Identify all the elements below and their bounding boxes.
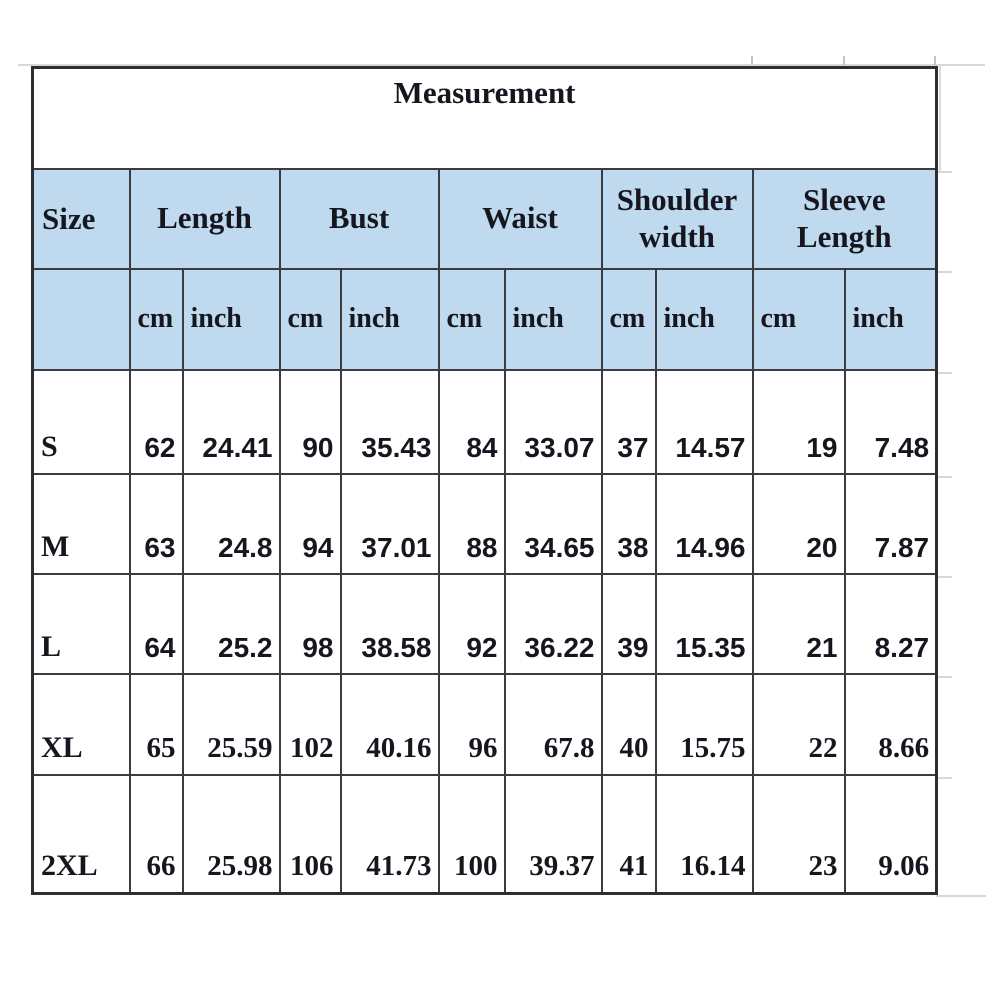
title-row: Measurement [31, 66, 938, 170]
unit-bust-inch: inch [339, 267, 440, 371]
unit-length-cm: cm [128, 267, 184, 371]
measurement-table: Measurement Size Length Bust Waist Shoul… [31, 66, 939, 895]
table-row-l: L 64 25.2 98 38.58 92 36.22 39 15.35 21 … [31, 572, 938, 675]
2xl-length-cm: 66 [128, 773, 184, 895]
2xl-sleeve-cm: 23 [751, 773, 846, 895]
table-row-xl: XL 65 25.59 102 40.16 96 67.8 40 15.75 2… [31, 672, 938, 776]
l-bust-inch: 38.58 [339, 572, 440, 675]
xl-sleeve-inch: 8.66 [843, 672, 938, 776]
l-shoulder-inch: 15.35 [654, 572, 754, 675]
gridline-stub-r6 [936, 676, 952, 678]
xl-bust-inch: 40.16 [339, 672, 440, 776]
s-length-cm: 62 [128, 368, 184, 475]
unit-shoulder-inch: inch [654, 267, 754, 371]
col-header-length: Length [128, 167, 281, 270]
gridline-stub-r4 [936, 476, 952, 478]
m-sleeve-inch: 7.87 [843, 472, 938, 575]
2xl-shoulder-inch: 16.14 [654, 773, 754, 895]
s-bust-inch: 35.43 [339, 368, 440, 475]
m-length-cm: 63 [128, 472, 184, 575]
s-waist-cm: 84 [437, 368, 506, 475]
l-waist-inch: 36.22 [503, 572, 603, 675]
unit-sleeve-inch: inch [843, 267, 938, 371]
unit-waist-inch: inch [503, 267, 603, 371]
col-header-waist: Waist [437, 167, 603, 270]
row-label-m: M [31, 472, 131, 575]
2xl-shoulder-cm: 41 [600, 773, 657, 895]
m-shoulder-cm: 38 [600, 472, 657, 575]
l-sleeve-inch: 8.27 [843, 572, 938, 675]
gridline-stub-r3 [936, 372, 952, 374]
gridline-tick-2 [843, 56, 845, 65]
l-length-inch: 25.2 [181, 572, 281, 675]
2xl-waist-cm: 100 [437, 773, 506, 895]
table-title: Measurement [31, 66, 938, 170]
unit-bust-cm: cm [278, 267, 342, 371]
unit-waist-cm: cm [437, 267, 506, 371]
s-waist-inch: 33.07 [503, 368, 603, 475]
row-label-l: L [31, 572, 131, 675]
2xl-bust-inch: 41.73 [339, 773, 440, 895]
m-shoulder-inch: 14.96 [654, 472, 754, 575]
s-sleeve-cm: 19 [751, 368, 846, 475]
column-header-row: Size Length Bust Waist Shoulder width Sl… [31, 167, 938, 270]
xl-waist-inch: 67.8 [503, 672, 603, 776]
m-waist-cm: 88 [437, 472, 506, 575]
gridline-stub-r5 [936, 576, 952, 578]
row-label-xl: XL [31, 672, 131, 776]
gridline-stub-r2 [936, 271, 952, 273]
gridline-right-vertical [939, 66, 941, 172]
s-length-inch: 24.41 [181, 368, 281, 475]
unit-length-inch: inch [181, 267, 281, 371]
xl-shoulder-cm: 40 [600, 672, 657, 776]
m-bust-inch: 37.01 [339, 472, 440, 575]
s-sleeve-inch: 7.48 [843, 368, 938, 475]
col-header-bust: Bust [278, 167, 440, 270]
s-bust-cm: 90 [278, 368, 342, 475]
row-label-s: S [31, 368, 131, 475]
xl-length-cm: 65 [128, 672, 184, 776]
m-waist-inch: 34.65 [503, 472, 603, 575]
xl-waist-cm: 96 [437, 672, 506, 776]
2xl-bust-cm: 106 [278, 773, 342, 895]
table-row-s: S 62 24.41 90 35.43 84 33.07 37 14.57 19… [31, 368, 938, 475]
unit-shoulder-cm: cm [600, 267, 657, 371]
row-label-2xl: 2XL [31, 773, 131, 895]
gridline-top [18, 64, 985, 66]
l-shoulder-cm: 39 [600, 572, 657, 675]
2xl-length-inch: 25.98 [181, 773, 281, 895]
xl-bust-cm: 102 [278, 672, 342, 776]
m-bust-cm: 94 [278, 472, 342, 575]
xl-shoulder-inch: 15.75 [654, 672, 754, 776]
s-shoulder-inch: 14.57 [654, 368, 754, 475]
l-waist-cm: 92 [437, 572, 506, 675]
xl-length-inch: 25.59 [181, 672, 281, 776]
xl-sleeve-cm: 22 [751, 672, 846, 776]
l-sleeve-cm: 21 [751, 572, 846, 675]
table-row-m: M 63 24.8 94 37.01 88 34.65 38 14.96 20 … [31, 472, 938, 575]
col-header-size: Size [31, 167, 131, 270]
gridline-tick-1 [751, 56, 753, 65]
m-sleeve-cm: 20 [751, 472, 846, 575]
unit-spacer-size [31, 267, 131, 371]
gridline-stub-r8 [936, 895, 986, 897]
m-length-inch: 24.8 [181, 472, 281, 575]
units-row: cm inch cm inch cm inch cm inch cm inch [31, 267, 938, 371]
l-bust-cm: 98 [278, 572, 342, 675]
unit-sleeve-cm: cm [751, 267, 846, 371]
l-length-cm: 64 [128, 572, 184, 675]
gridline-stub-r1 [936, 171, 952, 173]
col-header-sleeve-length: Sleeve Length [751, 167, 938, 270]
s-shoulder-cm: 37 [600, 368, 657, 475]
gridline-tick-3 [934, 56, 936, 65]
gridline-stub-r7 [936, 777, 952, 779]
table-row-2xl: 2XL 66 25.98 106 41.73 100 39.37 41 16.1… [31, 773, 938, 895]
2xl-sleeve-inch: 9.06 [843, 773, 938, 895]
2xl-waist-inch: 39.37 [503, 773, 603, 895]
col-header-shoulder-width: Shoulder width [600, 167, 754, 270]
